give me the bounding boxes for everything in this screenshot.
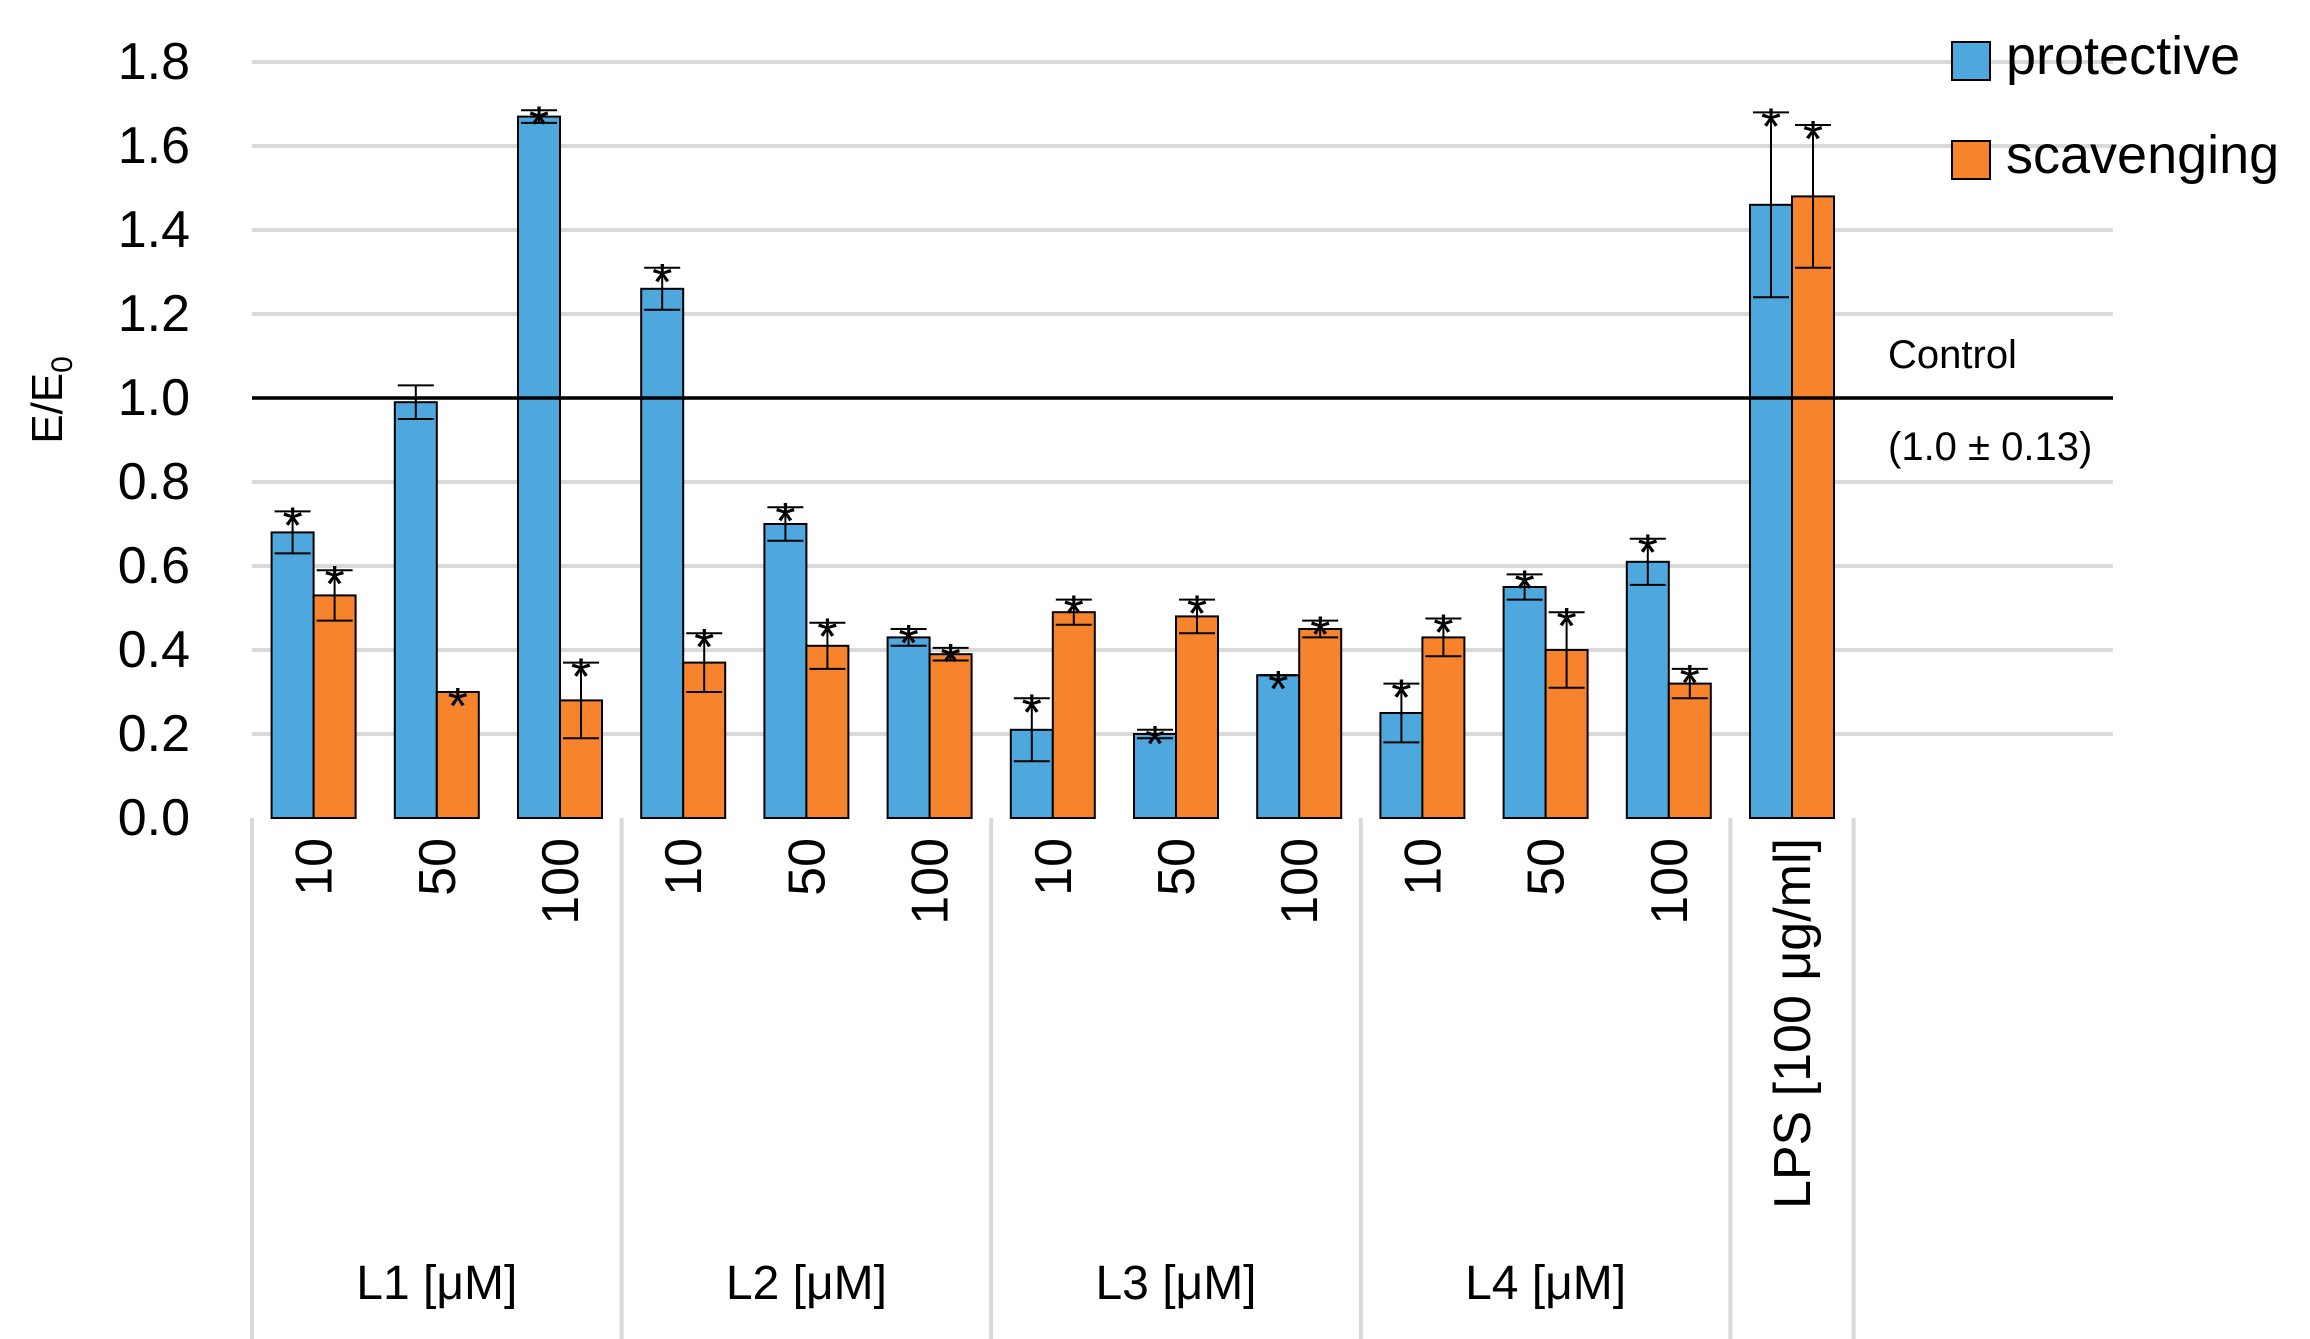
significance-star-protective: * — [1638, 525, 1658, 583]
bar-protective — [763, 523, 808, 819]
y-tick-label: 0.0 — [118, 789, 190, 847]
significance-star-protective: * — [1391, 670, 1411, 728]
control-reference: Control (1.0 ± 0.13) — [252, 333, 2113, 469]
x-tick-label: LPS [100 μg/ml] — [1764, 838, 1822, 1209]
significance-star-scavenging: * — [448, 678, 468, 736]
bar-scavenging — [1667, 682, 1712, 819]
significance-star-protective: * — [1761, 98, 1781, 156]
x-group-label: L1 [μM] — [356, 1257, 517, 1310]
x-tick-label: 50 — [1518, 838, 1576, 896]
legend: protective scavenging — [1951, 26, 2279, 185]
significance-star-scavenging: * — [1064, 586, 1084, 644]
bar-protective — [1502, 586, 1547, 819]
bar-protective — [886, 636, 931, 820]
y-axis-label: E/E0 — [23, 356, 79, 444]
y-tick-label: 1.0 — [118, 369, 190, 427]
significance-star-protective: * — [282, 497, 302, 555]
x-tick-label: 100 — [902, 838, 960, 925]
x-tick-label: 10 — [1025, 838, 1083, 896]
bar-scavenging — [805, 644, 850, 819]
significance-star-scavenging: * — [940, 634, 960, 692]
x-tick-label: 10 — [1394, 838, 1452, 896]
x-tick-label: 50 — [778, 838, 836, 896]
bars: * * * * * * * * * * * * * * * * * * * * * * * * * — [270, 96, 1835, 820]
y-tick-label: 1.2 — [118, 285, 190, 343]
bar-protective — [517, 115, 561, 820]
x-tick-label: 100 — [1641, 838, 1699, 925]
legend-label-protective: protective — [2006, 26, 2240, 86]
significance-star-scavenging: * — [1680, 655, 1700, 713]
x-tick-label: 10 — [655, 838, 713, 896]
x-tick-label: 50 — [409, 838, 467, 896]
significance-star-scavenging: * — [1556, 598, 1576, 656]
bar-scavenging — [312, 594, 357, 820]
bar-protective — [640, 287, 685, 819]
significance-star-protective: * — [529, 96, 549, 154]
y-tick-label: 1.6 — [118, 117, 190, 175]
legend-label-scavenging: scavenging — [2006, 125, 2279, 185]
x-group-label: L4 [μM] — [1465, 1257, 1626, 1310]
y-axis-label-subscript: 0 — [46, 356, 79, 373]
bar-scavenging — [1421, 636, 1466, 820]
y-axis-label-main: E/E — [23, 373, 72, 444]
y-tick-label: 0.6 — [118, 537, 190, 595]
significance-star-scavenging: * — [1310, 607, 1330, 665]
y-axis-ticks: 0.0 0.2 0.4 0.6 0.8 1.0 1.2 1.4 1.6 1.8 — [118, 33, 190, 847]
legend-swatch-scavenging — [1951, 140, 1991, 180]
y-tick-label: 0.2 — [118, 705, 190, 763]
x-tick-label: 100 — [532, 838, 590, 925]
control-label: Control — [1888, 333, 2017, 377]
x-group-label: L3 [μM] — [1095, 1257, 1256, 1310]
bar-protective — [1256, 674, 1301, 820]
control-value-label: (1.0 ± 0.13) — [1888, 425, 2092, 469]
significance-star-scavenging: * — [817, 609, 837, 667]
significance-star-protective: * — [1022, 684, 1042, 742]
x-tick-label: 100 — [1271, 838, 1329, 925]
y-tick-label: 0.4 — [118, 621, 190, 679]
y-tick-label: 0.8 — [118, 453, 190, 511]
x-tick-label: 10 — [286, 838, 344, 896]
significance-star-protective: * — [1268, 661, 1288, 719]
significance-star-protective: * — [1145, 716, 1165, 774]
significance-star-scavenging: * — [1433, 605, 1453, 663]
significance-star-scavenging: * — [694, 619, 714, 677]
bar-protective — [1625, 560, 1670, 819]
legend-swatch-protective — [1951, 41, 1991, 81]
significance-star-scavenging: * — [1187, 586, 1207, 644]
x-group-label: L2 [μM] — [726, 1257, 887, 1310]
significance-star-protective: * — [652, 254, 672, 312]
bar-scavenging — [1298, 628, 1343, 819]
y-tick-label: 1.8 — [118, 33, 190, 91]
bar-protective — [393, 401, 438, 819]
bar-protective — [1749, 203, 1793, 820]
y-tick-label: 1.4 — [118, 201, 190, 259]
x-axis: 10 50 100 10 50 100 10 50 100 10 50 100 LPS [100 μg/… — [250, 818, 1856, 1339]
bar-scavenging — [1791, 195, 1835, 819]
bar-scavenging — [928, 653, 973, 820]
significance-star-scavenging: * — [571, 649, 591, 707]
significance-star-protective: * — [1514, 560, 1534, 618]
significance-star-scavenging: * — [324, 556, 344, 614]
significance-star-scavenging: * — [1803, 111, 1823, 169]
significance-star-protective: * — [898, 615, 918, 673]
significance-star-protective: * — [775, 493, 795, 551]
x-tick-label: 50 — [1148, 838, 1206, 896]
bar-protective — [270, 531, 315, 820]
bar-scavenging — [1175, 615, 1219, 820]
